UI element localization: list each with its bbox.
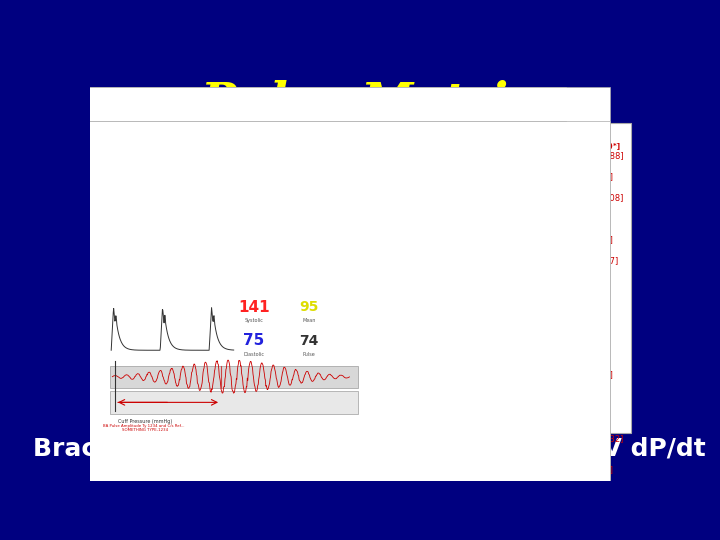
Text: SV Resistance
(dynes/sec/cm⁵): SV Resistance (dynes/sec/cm⁵) [379, 360, 447, 380]
Text: [4.38 - 9.28]: [4.38 - 9.28] [561, 465, 613, 474]
FancyBboxPatch shape [107, 273, 361, 292]
Text: 41.6: 41.6 [517, 277, 536, 286]
Text: [12.39 - 19.08]: [12.39 - 19.08] [561, 193, 624, 202]
FancyBboxPatch shape [199, 160, 266, 235]
Text: LV dP/dt Max (mmHg/s): LV dP/dt Max (mmHg/s) [379, 171, 478, 179]
FancyBboxPatch shape [0, 121, 566, 540]
Text: Measurement 01/22 PM 21:30: Measurement 01/22 PM 21:30 [183, 280, 256, 285]
Text: 141: 141 [238, 300, 269, 315]
Text: [Normal
Range(Male)*]: [Normal Range(Male)*] [561, 134, 621, 148]
FancyBboxPatch shape [109, 295, 241, 362]
Text: BA Compliance
(mL/mmHg): BA Compliance (mL/mmHg) [379, 424, 443, 443]
FancyBboxPatch shape [107, 273, 361, 433]
FancyBboxPatch shape [196, 136, 347, 252]
Text: [1.95 - 3.74]: [1.95 - 3.74] [561, 235, 613, 244]
Text: 5.44: 5.44 [517, 465, 536, 474]
Text: BA Distensibility
(%/mmHg): BA Distensibility (%/mmHg) [379, 455, 448, 475]
Text: LV Ejection Time (sec): LV Ejection Time (sec) [379, 150, 472, 158]
FancyBboxPatch shape [109, 366, 358, 388]
Text: 74: 74 [300, 334, 319, 348]
Text: Cardiac Index (L/min/m²): Cardiac Index (L/min/m²) [379, 234, 484, 242]
FancyBboxPatch shape [256, 149, 339, 248]
Text: 75: 75 [243, 333, 264, 348]
Text: Uses Oscillometric BP cuff: Uses Oscillometric BP cuff [261, 460, 477, 478]
Text: 0.373: 0.373 [517, 151, 541, 160]
Text: [0.056 - 0.132]: [0.056 - 0.132] [561, 434, 624, 443]
Text: 4.41: 4.41 [517, 214, 536, 223]
Text: [57.7 - 100.7]: [57.7 - 100.7] [561, 256, 618, 265]
Text: 1598: 1598 [517, 370, 539, 379]
Text: 2.47: 2.47 [517, 235, 536, 244]
Text: [31.8 - 48]: [31.8 - 48] [561, 277, 606, 286]
Text: Stroke Vol Index (mL/m²): Stroke Vol Index (mL/m²) [379, 276, 485, 285]
Text: 15.95: 15.95 [517, 193, 541, 202]
Text: [3.59 - 7.9]: [3.59 - 7.9] [561, 214, 608, 223]
FancyBboxPatch shape [8, 87, 611, 537]
Text: 95: 95 [300, 300, 319, 314]
Text: [847 - 1506]: [847 - 1506] [561, 172, 613, 181]
Text: SV Compliance
(mL/mmHg): SV Compliance (mL/mmHg) [379, 329, 443, 349]
Text: [1.02 - 2]: [1.02 - 2] [561, 339, 600, 348]
Text: Stroke Volume (mL): Stroke Volume (mL) [379, 255, 462, 264]
Text: Cardiac Output (L/min): Cardiac Output (L/min) [379, 213, 476, 221]
Text: 1,200: 1,200 [517, 172, 541, 181]
Text: Diastolic: Diastolic [243, 352, 264, 357]
Text: 0.069: 0.069 [517, 434, 541, 443]
Text: Brachial Artery Distensibility, SVR, CO, LV dP/dt: Brachial Artery Distensibility, SVR, CO,… [32, 437, 706, 461]
Text: 74.2: 74.2 [517, 256, 536, 265]
FancyBboxPatch shape [0, 87, 566, 537]
Text: Pulse: Pulse [303, 352, 315, 357]
Text: Pulse.Metric: Pulse.Metric [200, 79, 538, 125]
Text: 1.43: 1.43 [517, 339, 536, 348]
Text: Systolic: Systolic [244, 318, 263, 323]
Text: BA Pulse Amplitude Ty 1234 and C/s Ref...  
SOMETHING TYPE-1234: BA Pulse Amplitude Ty 1234 and C/s Ref..… [103, 424, 186, 433]
FancyBboxPatch shape [109, 391, 358, 414]
Text: [871 - 1902]: [871 - 1902] [561, 370, 613, 379]
FancyBboxPatch shape [372, 123, 631, 433]
FancyBboxPatch shape [8, 121, 611, 540]
Text: CARDIAC PARAMETERS: CARDIAC PARAMETERS [379, 134, 505, 144]
Text: [0.207 - 0.388]: [0.207 - 0.388] [561, 151, 624, 160]
Text: Cuff Pressure (mmHg): Cuff Pressure (mmHg) [117, 419, 172, 424]
Text: SYSTEMIC VASCULAR PARAMETERS: SYSTEMIC VASCULAR PARAMETERS [379, 314, 572, 324]
Text: BRACHIAL ARTERY PARAMETERS: BRACHIAL ARTERY PARAMETERS [379, 408, 557, 418]
Text: LV Contractility (1/s): LV Contractility (1/s) [379, 192, 465, 200]
Text: Mean: Mean [302, 318, 316, 323]
